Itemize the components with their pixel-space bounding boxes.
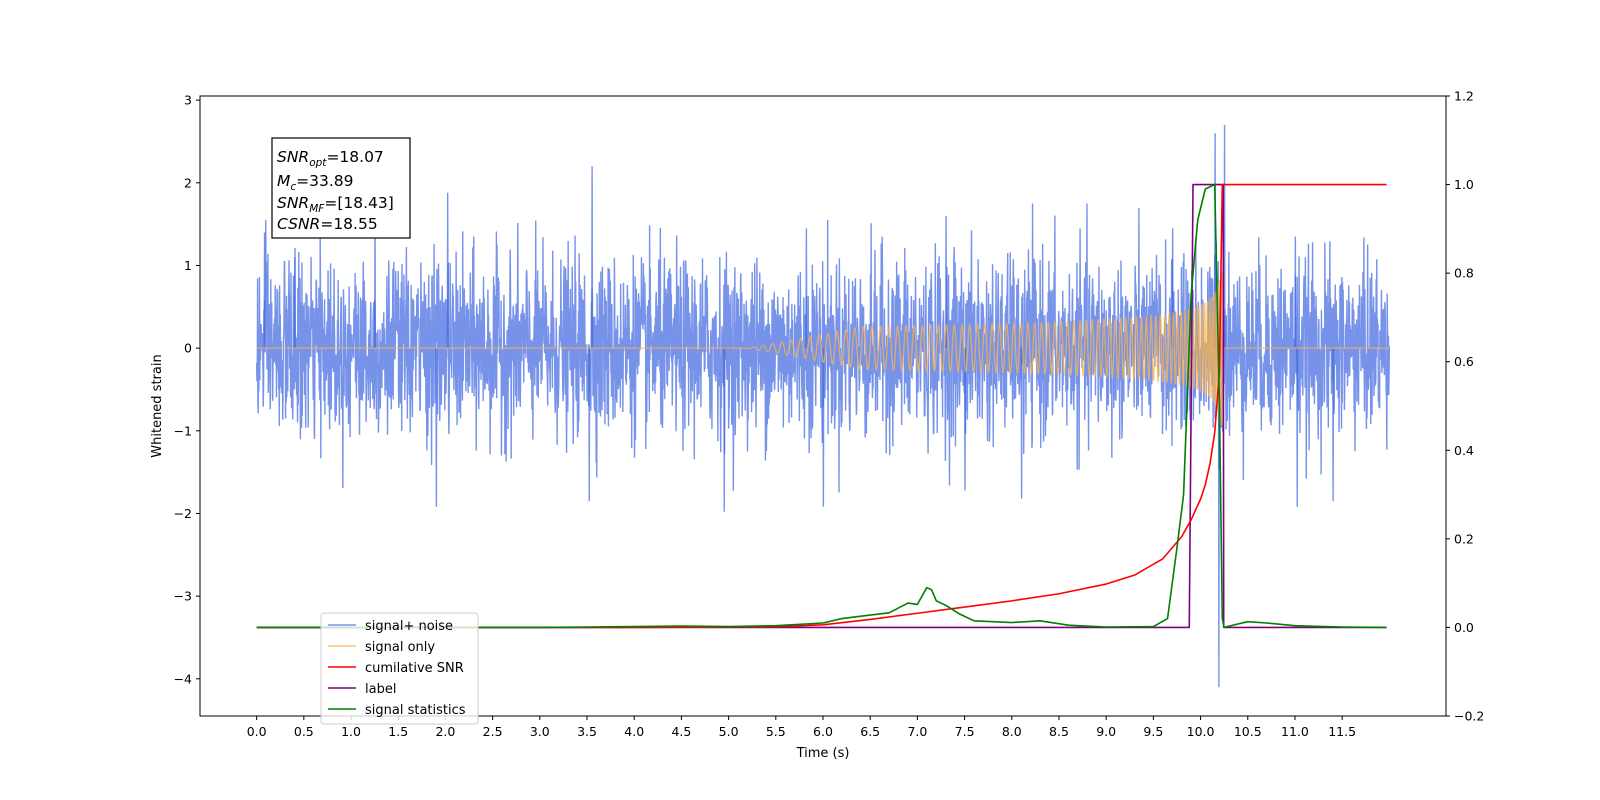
x-axis: 0.0 0.5 1.0 1.5 2.0 2.5 3.0 3.5 4.0 4.5 5.0 5.5 6.0 6… [247, 716, 1356, 739]
y-tick-label: 3 [184, 93, 192, 108]
x-tick-label: 4.0 [624, 724, 644, 739]
x-tick-label: 3.0 [530, 724, 550, 739]
legend-entry-signal-statistics: signal statistics [328, 703, 466, 718]
y2-tick-label: 0.8 [1454, 266, 1474, 281]
annotation-csnr: CSNR=18.55 [277, 215, 378, 233]
y2-tick-label: 0.6 [1454, 354, 1474, 369]
legend-label: signal only [365, 640, 435, 655]
x-tick-label: 5.5 [766, 724, 786, 739]
legend-entry-signal-noise: signal+ noise [328, 619, 453, 634]
annotation-mc: Mc=33.89 [277, 172, 354, 193]
series-signal-only [256, 260, 1390, 428]
legend: signal+ noise signal only cumilative SNR… [320, 612, 479, 725]
x-tick-label: 9.0 [1096, 724, 1116, 739]
x-tick-label: 0.5 [294, 724, 314, 739]
y-tick-label: −3 [174, 589, 192, 604]
legend-entry-label: label [328, 682, 396, 697]
x-tick-label: 6.0 [813, 724, 833, 739]
legend-frame [320, 612, 479, 725]
annotation-box: SNRopt=18.07 Mc=33.89 SNRMF=[18.43] CSNR… [271, 137, 411, 239]
annotation-snr-opt: SNRopt=18.07 [277, 148, 384, 169]
y-tick-label: 0 [184, 341, 192, 356]
y-tick-label: −1 [174, 423, 192, 438]
x-tick-label: 2.5 [483, 724, 503, 739]
y2-tick-label: 0.4 [1454, 443, 1474, 458]
x-tick-label: 0.0 [247, 724, 267, 739]
y2-tick-label: 1.0 [1454, 177, 1474, 192]
y-tick-label: −2 [174, 506, 192, 521]
x-tick-label: 2.0 [435, 724, 455, 739]
annotation-snr-mf: SNRMF=[18.43] [277, 194, 394, 215]
legend-entry-signal-only: signal only [328, 640, 435, 655]
x-tick-label: 8.0 [1002, 724, 1022, 739]
y2-tick-label: 0.0 [1454, 620, 1474, 635]
y2-tick-label: −0.2 [1454, 709, 1484, 724]
legend-label: signal statistics [365, 703, 466, 718]
x-tick-label: 9.5 [1143, 724, 1163, 739]
x-tick-label: 4.5 [671, 724, 691, 739]
legend-label: cumilative SNR [365, 661, 464, 676]
x-tick-label: 3.5 [577, 724, 597, 739]
x-tick-label: 7.0 [907, 724, 927, 739]
y-axis-label: Whitened strain [150, 354, 165, 457]
x-tick-label: 1.5 [388, 724, 408, 739]
legend-entry-cumulative-snr: cumilative SNR [328, 661, 464, 676]
x-axis-label: Time (s) [796, 746, 850, 761]
y-tick-label: 2 [184, 175, 192, 190]
x-tick-label: 11.0 [1281, 724, 1309, 739]
series-label [256, 183, 1387, 629]
x-tick-label: 10.0 [1187, 724, 1215, 739]
series-signal-statistics [256, 183, 1387, 629]
x-tick-label: 8.5 [1049, 724, 1069, 739]
legend-label: signal+ noise [365, 619, 453, 634]
y2-tick-label: 0.2 [1454, 531, 1474, 546]
y-axis-right: 1.2 1.0 0.8 0.6 0.4 0.2 0.0 −0.2 [1446, 89, 1484, 724]
y-axis-left: 3 2 1 0 −1 −2 −3 −4 [174, 93, 200, 686]
y-tick-label: 1 [184, 258, 192, 273]
y-tick-label: −4 [174, 671, 192, 686]
x-tick-label: 5.0 [719, 724, 739, 739]
x-tick-label: 6.5 [860, 724, 880, 739]
legend-label: label [365, 682, 396, 697]
annotation-frame [271, 137, 411, 239]
x-tick-label: 1.0 [341, 724, 361, 739]
x-tick-label: 7.5 [955, 724, 975, 739]
x-tick-label: 10.5 [1234, 724, 1262, 739]
y2-tick-label: 1.2 [1454, 89, 1474, 104]
series-cumulative-snr [256, 183, 1387, 629]
x-tick-label: 11.5 [1328, 724, 1356, 739]
